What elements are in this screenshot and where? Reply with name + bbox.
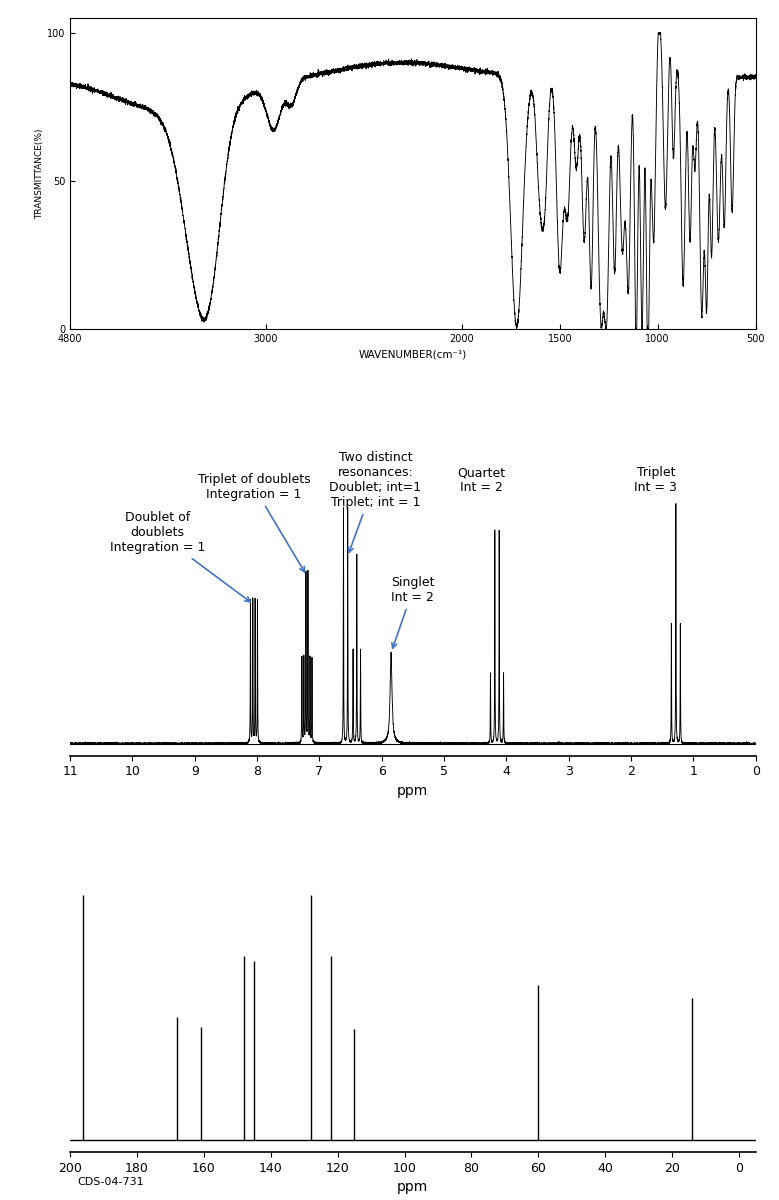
X-axis label: WAVENUMBER(cm⁻¹): WAVENUMBER(cm⁻¹) bbox=[359, 350, 467, 360]
Text: Triplet
Int = 3: Triplet Int = 3 bbox=[634, 466, 678, 494]
X-axis label: ppm: ppm bbox=[397, 1181, 428, 1194]
Text: Two distinct
resonances:
Doublet; int=1
Triplet; int = 1: Two distinct resonances: Doublet; int=1 … bbox=[330, 451, 421, 552]
Text: Triplet of doublets
Integration = 1: Triplet of doublets Integration = 1 bbox=[198, 473, 310, 572]
Text: CDS-04-731: CDS-04-731 bbox=[77, 1177, 143, 1187]
Y-axis label: TRANSMITTANCE(%): TRANSMITTANCE(%) bbox=[35, 128, 44, 218]
Text: Quartet
Int = 2: Quartet Int = 2 bbox=[457, 466, 506, 494]
Text: Doublet of
doublets
Integration = 1: Doublet of doublets Integration = 1 bbox=[110, 511, 250, 602]
X-axis label: ppm: ppm bbox=[397, 784, 428, 798]
Text: Singlet
Int = 2: Singlet Int = 2 bbox=[391, 576, 435, 648]
